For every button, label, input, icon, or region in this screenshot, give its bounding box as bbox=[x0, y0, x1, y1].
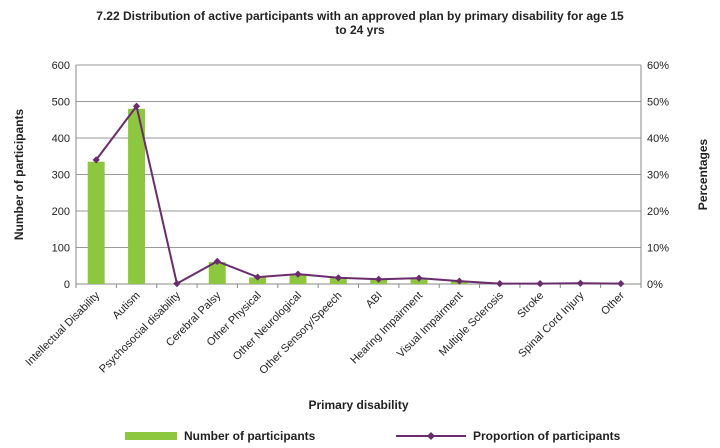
y-axis-title: Number of participants bbox=[12, 109, 26, 241]
line-marker bbox=[294, 270, 302, 278]
x-axis-title: Primary disability bbox=[308, 398, 408, 412]
line-marker bbox=[455, 277, 463, 285]
y-tick-label: 200 bbox=[52, 206, 70, 218]
line-marker bbox=[213, 257, 221, 265]
y-tick-label: 600 bbox=[52, 60, 70, 72]
line-marker bbox=[132, 102, 141, 110]
bar bbox=[208, 262, 226, 284]
line-marker bbox=[254, 273, 262, 281]
x-tick-label: Intellectual Disability bbox=[23, 289, 102, 368]
line-marker bbox=[496, 280, 504, 288]
legend-marker bbox=[427, 432, 435, 440]
y2-tick-label: 40% bbox=[647, 133, 669, 145]
legend-swatch-bars bbox=[125, 432, 177, 440]
line-marker bbox=[576, 279, 585, 287]
x-tick-label: Autism bbox=[110, 290, 142, 322]
y-tick-label: 0 bbox=[64, 279, 70, 291]
chart-title-line-1: 7.22 Distribution of active participants… bbox=[96, 9, 624, 23]
bar bbox=[289, 274, 307, 284]
x-tick-label: Psychosocial disability bbox=[97, 289, 183, 375]
line-marker bbox=[617, 280, 625, 288]
y-tick-label: 300 bbox=[52, 170, 70, 182]
line-marker bbox=[415, 274, 423, 282]
chart-title-line-2: to 24 yrs bbox=[335, 23, 385, 37]
proportion-line bbox=[95, 103, 621, 286]
y-tick-label: 500 bbox=[52, 97, 70, 109]
y2-tick-label: 0% bbox=[647, 279, 663, 291]
y2-tick-label: 60% bbox=[647, 60, 669, 72]
y2-axis-title: Percentages bbox=[696, 138, 710, 210]
bar bbox=[87, 161, 105, 284]
line-marker bbox=[92, 156, 100, 164]
y-tick-label: 100 bbox=[52, 243, 70, 255]
bar bbox=[128, 108, 146, 284]
chart-title: 7.22 Distribution of active participants… bbox=[0, 9, 720, 37]
y2-tick-label: 20% bbox=[647, 206, 669, 218]
y2-tick-label: 50% bbox=[647, 97, 669, 109]
legend-label-line: Proportion of participants bbox=[473, 429, 621, 443]
x-tick-label: Other bbox=[599, 289, 627, 317]
legend-label-bars: Number of participants bbox=[184, 429, 316, 443]
line-marker bbox=[334, 274, 342, 282]
x-tick-label: Other Neurological bbox=[231, 290, 304, 363]
bar bbox=[249, 277, 267, 284]
line-marker bbox=[375, 275, 383, 283]
line-marker bbox=[173, 280, 181, 288]
x-tick-label: Stroke bbox=[515, 290, 546, 321]
x-tick-label: Other Sensory/Speech bbox=[257, 290, 344, 377]
x-tick-label: Hearing Impairment bbox=[348, 290, 425, 367]
x-tick-label: ABI bbox=[364, 290, 385, 311]
y2-tick-label: 10% bbox=[647, 243, 669, 255]
y-tick-label: 400 bbox=[52, 133, 70, 145]
y2-tick-label: 30% bbox=[647, 170, 669, 182]
line-marker bbox=[536, 280, 544, 288]
